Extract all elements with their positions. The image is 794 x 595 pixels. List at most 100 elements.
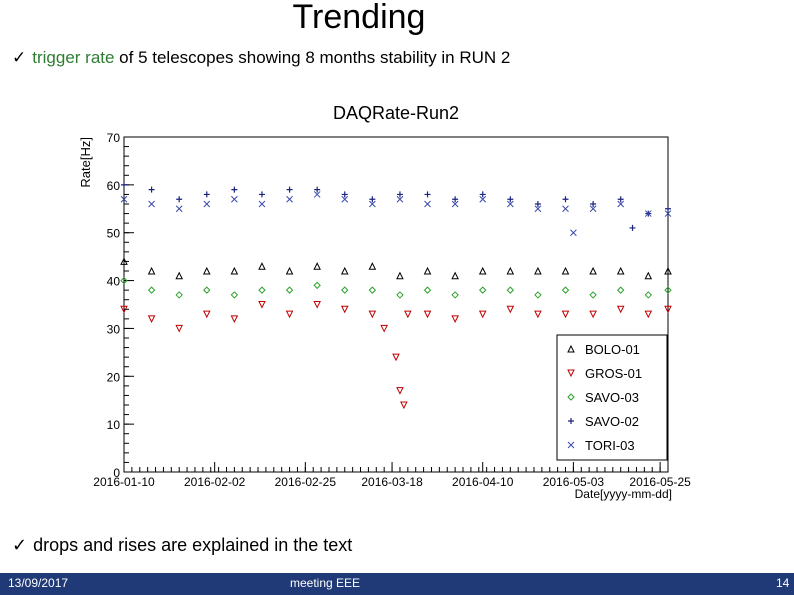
bullet-text: drops and rises are explained in the tex… — [33, 535, 353, 555]
point-savo-03 — [230, 291, 239, 299]
legend-box — [556, 334, 668, 461]
point-gros-01 — [451, 315, 459, 323]
footer-bar: 13/09/2017 meeting EEE 14 — [0, 573, 794, 595]
legend-marker-savo-03 — [567, 393, 575, 401]
point-savo-02 — [665, 205, 671, 212]
point-gros-01 — [202, 310, 211, 319]
point-bolo-01 — [230, 266, 239, 275]
point-tori-03 — [479, 195, 487, 203]
point-savo-02 — [424, 191, 431, 198]
point-savo-02 — [590, 201, 597, 207]
legend-label: SAVO-02 — [585, 414, 639, 429]
point-savo-02 — [562, 196, 569, 203]
x-tick-label: 2016-03-18 — [361, 475, 423, 489]
x-tick-label: 2016-05-25 — [629, 475, 691, 489]
point-savo-03 — [644, 291, 652, 299]
x-tick-label: 2016-04-10 — [452, 475, 514, 489]
point-bolo-01 — [478, 266, 487, 275]
point-gros-01 — [368, 310, 377, 319]
bullet-drops-rises: ✓ drops and rises are explained in the te… — [12, 535, 352, 556]
point-bolo-01 — [423, 266, 432, 275]
x-tick-label: 2016-02-25 — [275, 475, 337, 489]
point-tori-03 — [258, 200, 266, 208]
point-savo-02 — [369, 196, 376, 203]
point-savo-02 — [148, 186, 155, 193]
point-tori-03 — [203, 200, 211, 208]
point-bolo-01 — [258, 262, 266, 270]
point-savo-03 — [561, 286, 570, 294]
point-gros-01 — [340, 305, 349, 314]
legend-marker-savo-02 — [568, 418, 574, 424]
point-savo-02 — [396, 191, 403, 198]
point-savo-02 — [314, 186, 321, 193]
point-savo-03 — [285, 286, 294, 294]
point-tori-03 — [175, 205, 183, 213]
point-savo-03 — [616, 286, 625, 294]
point-bolo-01 — [175, 271, 183, 280]
point-tori-03 — [506, 200, 514, 208]
point-gros-01 — [147, 315, 156, 323]
point-gros-01 — [380, 324, 388, 333]
point-tori-03 — [368, 200, 376, 208]
point-gros-01 — [392, 353, 400, 362]
point-savo-02 — [617, 196, 624, 203]
point-bolo-01 — [534, 266, 542, 275]
point-savo-02 — [176, 196, 183, 203]
x-tick-label: 2016-02-02 — [184, 475, 246, 489]
point-bolo-01 — [396, 271, 404, 280]
point-tori-03 — [424, 200, 431, 208]
legend-label: BOLO-01 — [585, 342, 640, 357]
x-axis-label: Date[yyyy-mm-dd] — [575, 487, 672, 501]
bullet-trigger-rate: ✓ trigger rate of 5 telescopes showing 8 … — [12, 48, 510, 68]
point-gros-01 — [400, 401, 408, 410]
page-number: 14 — [776, 576, 790, 590]
point-savo-03 — [479, 286, 487, 294]
point-bolo-01 — [506, 266, 515, 275]
point-bolo-01 — [561, 266, 570, 275]
legend-marker-bolo-01 — [567, 344, 575, 353]
point-tori-03 — [120, 195, 128, 203]
point-savo-03 — [341, 286, 349, 294]
point-savo-02 — [121, 181, 127, 188]
point-savo-02 — [452, 196, 459, 203]
point-savo-02 — [258, 191, 265, 198]
point-savo-03 — [589, 291, 597, 299]
y-axis-label: Rate[Hz] — [78, 137, 93, 188]
point-bolo-01 — [340, 266, 349, 275]
point-bolo-01 — [451, 271, 459, 280]
legend-marker-tori-03 — [567, 441, 575, 449]
x-tick-label: 2016-05-03 — [543, 475, 605, 489]
legend-marker-gros-01 — [567, 369, 575, 378]
point-bolo-01 — [368, 262, 377, 270]
point-gros-01 — [561, 310, 570, 319]
point-tori-03 — [313, 191, 321, 198]
point-savo-03 — [368, 286, 377, 294]
point-savo-03 — [451, 291, 459, 299]
daq-rate-chart: DAQRate-Run2 0 10 20 30 40 50 60 70 Rate[Hz] 2016-… — [78, 103, 691, 501]
plot-frame — [123, 136, 669, 473]
y-tick-label: 50 — [107, 227, 121, 241]
point-gros-01 — [396, 387, 404, 395]
point-gros-01 — [230, 315, 239, 323]
point-savo-03 — [258, 286, 266, 294]
point-bolo-01 — [616, 266, 625, 275]
y-tick-label: 30 — [107, 322, 121, 336]
point-tori-03 — [562, 205, 569, 213]
point-tori-03 — [664, 210, 672, 217]
point-tori-03 — [286, 195, 293, 203]
point-tori-03 — [341, 195, 349, 203]
point-savo-02 — [629, 224, 636, 231]
legend-label: GROS-01 — [585, 366, 642, 381]
point-gros-01 — [404, 310, 412, 319]
legend-label: SAVO-03 — [585, 390, 639, 405]
y-tick-label: 60 — [107, 179, 121, 193]
chart-title: DAQRate-Run2 — [333, 103, 459, 123]
point-tori-03 — [644, 210, 652, 217]
point-savo-03 — [423, 286, 432, 294]
point-savo-03 — [147, 286, 156, 294]
y-tick-label: 20 — [107, 370, 121, 384]
point-savo-03 — [506, 286, 515, 294]
point-gros-01 — [285, 310, 294, 319]
point-savo-03 — [175, 291, 183, 299]
point-gros-01 — [534, 310, 542, 319]
